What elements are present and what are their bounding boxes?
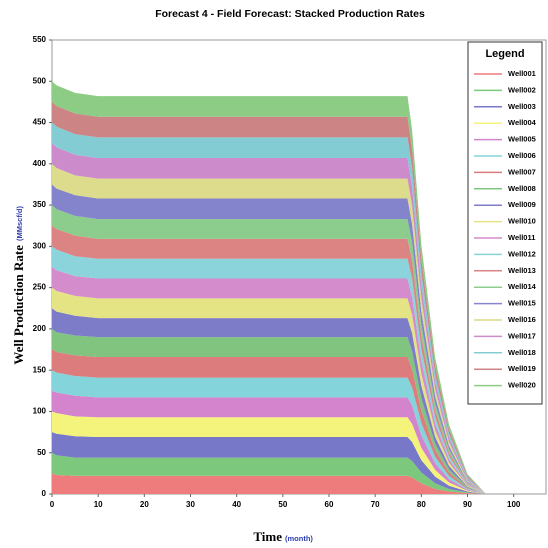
y-tick-label: 50 [37,448,46,457]
legend-label: Well017 [508,331,536,340]
x-tick-label: 10 [94,500,103,509]
area [52,390,546,494]
y-axis-unit: (MMscf/d) [15,206,24,241]
legend-label: Well002 [508,85,536,94]
legend-label: Well014 [508,282,537,291]
x-axis-unit: (month) [285,534,313,543]
legend-title: Legend [485,48,524,60]
area [52,163,546,494]
x-tick-label: 70 [371,500,380,509]
x-tick-label: 90 [463,500,472,509]
legend-label: Well008 [508,184,536,193]
area [52,184,546,495]
legend-label: Well009 [508,200,536,209]
legend-label: Well011 [508,233,535,242]
x-tick-label: 20 [140,500,149,509]
y-tick-label: 300 [33,241,47,250]
area [52,473,546,494]
legend-label: Well015 [508,299,536,308]
legend-label: Well019 [508,364,536,373]
legend-label: Well007 [508,167,536,176]
legend-label: Well016 [508,315,536,324]
y-tick-label: 250 [33,283,47,292]
legend-label: Well004 [508,118,537,127]
y-tick-label: 550 [33,35,47,44]
y-tick-label: 350 [33,200,47,209]
area [52,349,546,494]
legend-label: Well018 [508,348,536,357]
x-tick-label: 0 [50,500,55,509]
y-tick-label: 400 [33,159,47,168]
area [52,308,546,494]
x-tick-label: 30 [186,500,195,509]
legend-label: Well006 [508,151,536,160]
area [52,287,546,494]
y-tick-label: 200 [33,324,47,333]
x-tick-label: 60 [325,500,334,509]
legend-label: Well013 [508,266,536,275]
y-tick-label: 150 [33,365,47,374]
area [52,205,546,494]
legend-label: Well005 [508,135,536,144]
area [52,225,546,494]
y-tick-label: 0 [42,489,47,498]
x-tick-label: 100 [507,500,521,509]
y-tick-label: 500 [33,76,47,85]
chart-title: Forecast 4 - Field Forecast: Stacked Pro… [155,8,425,20]
area [52,328,546,494]
area [52,411,546,494]
area [52,267,546,494]
area [52,370,546,494]
x-tick-label: 40 [232,500,241,509]
legend-label: Well020 [508,381,536,390]
y-tick-label: 450 [33,118,47,127]
y-tick-label: 100 [33,407,47,416]
legend-box [467,41,543,405]
x-tick-label: 80 [417,500,426,509]
legend-label: Well001 [508,69,536,78]
legend-label: Well003 [508,102,536,111]
legend-label: Well012 [508,249,536,258]
area [52,246,546,494]
x-tick-label: 50 [278,500,287,509]
legend-label: Well010 [508,217,536,226]
area [52,432,546,494]
y-axis-label: Well Production Rate [11,245,26,365]
x-axis-label: Time [253,529,282,544]
area [52,143,546,494]
areas [52,81,546,495]
area [52,452,546,494]
y-axis-label-group: Well Production Rate (MMscf/d) [11,206,26,365]
